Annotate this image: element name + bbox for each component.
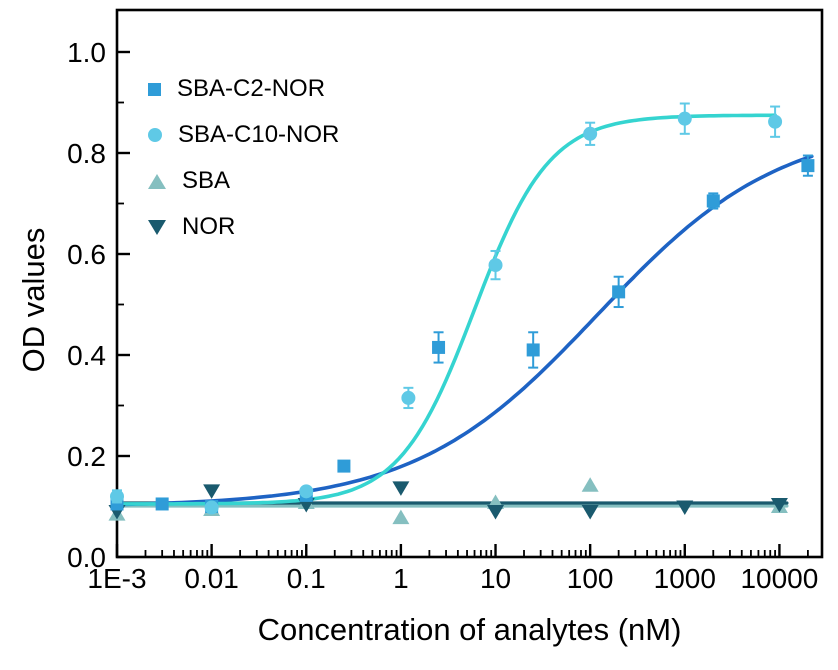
y-tick-label: 0.6: [67, 239, 106, 270]
x-tick-label: 1E-3: [87, 563, 146, 594]
data-point: [392, 481, 410, 496]
tick-labels: 1E-3 0.01 0.1 1 10 100 1000 10000 0.0 0.2 0.4 0.6 0.…: [67, 37, 818, 594]
data-point: [487, 505, 505, 520]
data-point: [612, 285, 626, 299]
x-tick-label: 1000: [654, 563, 716, 594]
data-point: [581, 477, 599, 492]
x-axis-title: Concentration of analytes (nM): [257, 612, 682, 647]
y-tick-label: 0.8: [67, 138, 106, 169]
x-tick-label: 0.01: [184, 563, 239, 594]
data-point: [677, 111, 692, 126]
legend-label: SBA-C10-NOR: [178, 121, 340, 148]
x-tick-label: 10000: [740, 563, 818, 594]
triangle-up-marker-icon: [148, 173, 166, 189]
data-point: [768, 114, 783, 129]
legend-item-nor: NOR: [148, 212, 339, 242]
legend-label: NOR: [182, 213, 236, 240]
data-point: [583, 126, 598, 141]
legend-label: SBA: [182, 167, 231, 194]
data-point: [801, 159, 815, 173]
data-point: [392, 509, 410, 525]
legend-item-sba: SBA: [148, 166, 339, 196]
axes: [115, 8, 824, 559]
y-tick-label: 1.0: [67, 37, 106, 68]
fit-curve-SBA-C2-NOR: [115, 154, 814, 507]
legend-item-sba-c2-nor: SBA-C2-NOR: [148, 74, 339, 104]
triangle-down-marker-icon: [148, 219, 166, 235]
fit-curve-SBA-C10-NOR: [115, 113, 777, 506]
data-point: [401, 390, 416, 405]
y-tick-label: 0.0: [67, 542, 106, 573]
plot-frame: [115, 8, 824, 559]
data-point: [526, 343, 540, 357]
data-point: [432, 340, 446, 354]
data-point: [488, 258, 503, 273]
data-point: [155, 497, 169, 511]
data-point: [676, 500, 694, 516]
legend-label: SBA-C2-NOR: [177, 75, 326, 102]
data-point: [337, 459, 351, 473]
x-tick-label: 1: [393, 563, 409, 594]
y-axis-title: OD values: [16, 227, 51, 373]
legend: SBA-C2-NOR SBA-C10-NOR SBA NOR: [148, 74, 339, 258]
data-point: [299, 484, 314, 499]
x-tick-label: 0.1: [287, 563, 326, 594]
data-point: [110, 489, 124, 504]
y-tick-label: 0.2: [67, 441, 106, 472]
data-point: [204, 500, 219, 515]
x-tick-label: 100: [567, 563, 614, 594]
y-tick-label: 0.4: [67, 340, 106, 371]
circle-marker-icon: [148, 128, 162, 142]
axis-ticks: [115, 50, 809, 559]
fit-curves: [115, 113, 814, 508]
x-tick-label: 10: [480, 563, 511, 594]
data-point: [203, 484, 221, 499]
data-points: [108, 102, 815, 525]
square-marker-icon: [148, 82, 161, 96]
data-point: [581, 505, 599, 520]
data-point: [706, 194, 720, 208]
data-point: [770, 497, 788, 513]
legend-item-sba-c10-nor: SBA-C10-NOR: [148, 120, 339, 150]
